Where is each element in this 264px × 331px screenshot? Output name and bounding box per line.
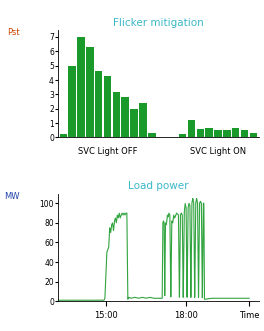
Bar [130,109,138,137]
Bar [250,133,257,137]
Bar [205,128,213,137]
Bar [95,71,102,137]
Bar [214,130,222,137]
Bar [179,134,186,137]
Bar [232,128,239,137]
Bar [60,134,67,137]
Bar [113,92,120,137]
Bar [121,97,129,137]
Bar [223,130,231,137]
Bar [148,133,155,137]
Text: Pst: Pst [7,28,20,37]
Bar [77,37,85,137]
Bar [68,66,76,137]
Bar [241,130,248,137]
Bar [139,103,147,137]
Bar [188,120,195,137]
Title: Load power: Load power [128,181,189,191]
Bar [197,129,204,137]
Title: Flicker mitigation: Flicker mitigation [113,18,204,27]
Text: MW: MW [4,192,20,201]
Bar [104,76,111,137]
Bar [86,47,94,137]
